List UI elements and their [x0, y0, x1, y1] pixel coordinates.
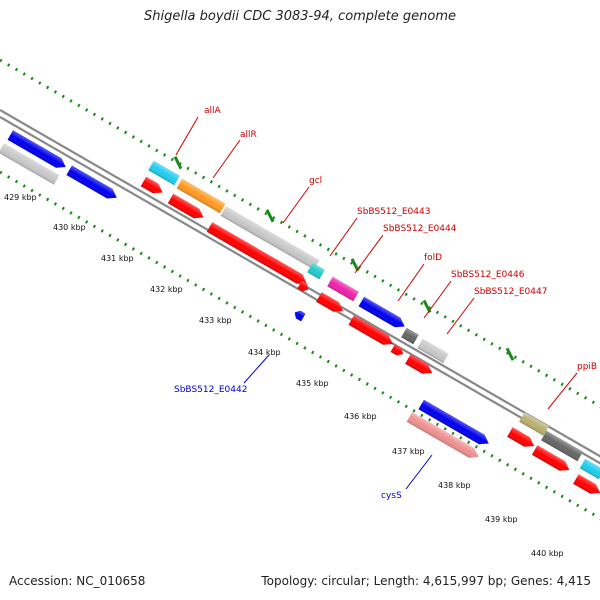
leader-line	[282, 186, 310, 224]
gene-label[interactable]: SbBS512_E0443	[357, 207, 430, 217]
leader-line	[397, 263, 425, 302]
leader-line	[405, 454, 433, 490]
accession-text: Accession: NC_010658	[9, 574, 146, 588]
leader-line	[446, 297, 475, 335]
gene-label[interactable]: folD	[424, 253, 442, 263]
scale-major-tick	[173, 156, 183, 170]
gene-label[interactable]: gcl	[309, 176, 322, 186]
gene-label[interactable]: allA	[204, 106, 222, 116]
scale-ticks	[0, 58, 600, 520]
kbp-tick-label: 437 kbp	[392, 447, 425, 456]
gene-SbBS512_E0444[interactable]	[358, 296, 408, 332]
backbone	[0, 109, 600, 465]
gene-red-1[interactable]	[140, 176, 166, 198]
label-leaders	[175, 116, 578, 490]
gene-features	[0, 130, 600, 498]
scale-major-tick	[505, 347, 515, 361]
leader-line	[175, 116, 199, 156]
gene-red-6[interactable]	[507, 427, 537, 451]
gene-blue-3[interactable]	[418, 399, 491, 449]
gene-SbBS512_E0443[interactable]	[327, 276, 359, 302]
map-title: Shigella boydii CDC 3083-94, complete ge…	[143, 9, 457, 24]
gene-SbBS512_E0446[interactable]	[417, 338, 449, 364]
leader-line	[212, 139, 241, 179]
gene-red-4[interactable]	[316, 292, 346, 316]
gene-SbBS512_E0442[interactable]	[292, 309, 306, 322]
gene-folD[interactable]	[401, 327, 419, 345]
gene-label[interactable]: ppiB	[577, 362, 597, 372]
kbp-tick-label: 432 kbp	[150, 285, 183, 294]
kbp-tick-label: 436 kbp	[344, 412, 377, 421]
gene-label[interactable]: cysS	[381, 491, 402, 501]
backbone-line	[0, 116, 600, 465]
scale-major-tick	[265, 209, 275, 223]
scale-dotted-line-2	[0, 170, 600, 520]
gene-label[interactable]: SbBS512_E0447	[474, 287, 547, 297]
leader-line	[329, 217, 358, 257]
kbp-tick-label: 431 kbp	[101, 254, 134, 263]
kbp-tick-label: 439 kbp	[485, 515, 518, 524]
gene-blue-1[interactable]	[7, 130, 69, 172]
gene-blue-2[interactable]	[66, 165, 119, 202]
gene-ppiB[interactable]	[541, 430, 583, 462]
scale-dotted-line-1	[0, 58, 600, 408]
gene-SbBS512_E0447[interactable]	[405, 354, 435, 378]
kbp-tick-label: 434 kbp	[248, 348, 281, 357]
gene-red-5[interactable]	[348, 315, 395, 349]
scale-major-tick	[350, 258, 360, 272]
gene-cyan-1[interactable]	[148, 160, 180, 186]
gene-red-small[interactable]	[297, 280, 310, 294]
gene-labels: allA allR gcl SbBS512_E0443 SbBS512_E0444fol…	[174, 106, 597, 501]
gene-allR[interactable]	[176, 178, 226, 214]
gene-red-7[interactable]	[531, 445, 572, 475]
leader-line	[547, 372, 578, 410]
kbp-tick-label: 433 kbp	[199, 316, 232, 325]
genome-summary: Topology: circular; Length: 4,615,997 bp…	[261, 574, 591, 588]
gene-teal-1[interactable]	[307, 262, 325, 280]
kbp-tick-label: 438 kbp	[438, 481, 471, 490]
gene-label[interactable]: allR	[240, 130, 257, 140]
kbp-tick-label: 430 kbp	[53, 223, 86, 232]
gene-label[interactable]: SbBS512_E0446	[451, 270, 525, 280]
kbp-tick-label: 429 kbp	[4, 193, 37, 202]
gene-red-small-2[interactable]	[390, 344, 406, 358]
gene-cyan-2[interactable]	[579, 458, 600, 480]
kbp-tick-labels: 429 kbp 430 kbp 431 kbp 432 kbp 433 kbp 434 k…	[4, 193, 564, 558]
gene-grey-1[interactable]	[0, 143, 60, 185]
gene-red-3[interactable]	[206, 222, 309, 288]
kbp-tick-label: 440 kbp	[531, 549, 564, 558]
gene-red-2[interactable]	[167, 193, 206, 223]
gene-label[interactable]: SbBS512_E0444	[383, 224, 457, 234]
leader-line	[423, 280, 452, 319]
kbp-tick-label: 435 kbp	[296, 379, 329, 388]
leader-line	[354, 234, 384, 274]
gene-cysS[interactable]	[406, 412, 482, 462]
leader-line	[243, 354, 270, 384]
gene-label[interactable]: SbBS512_E0442	[174, 385, 247, 395]
gene-red-8[interactable]	[573, 474, 600, 498]
gene-olive-1[interactable]	[519, 412, 549, 436]
gene-gcl[interactable]	[220, 206, 320, 270]
